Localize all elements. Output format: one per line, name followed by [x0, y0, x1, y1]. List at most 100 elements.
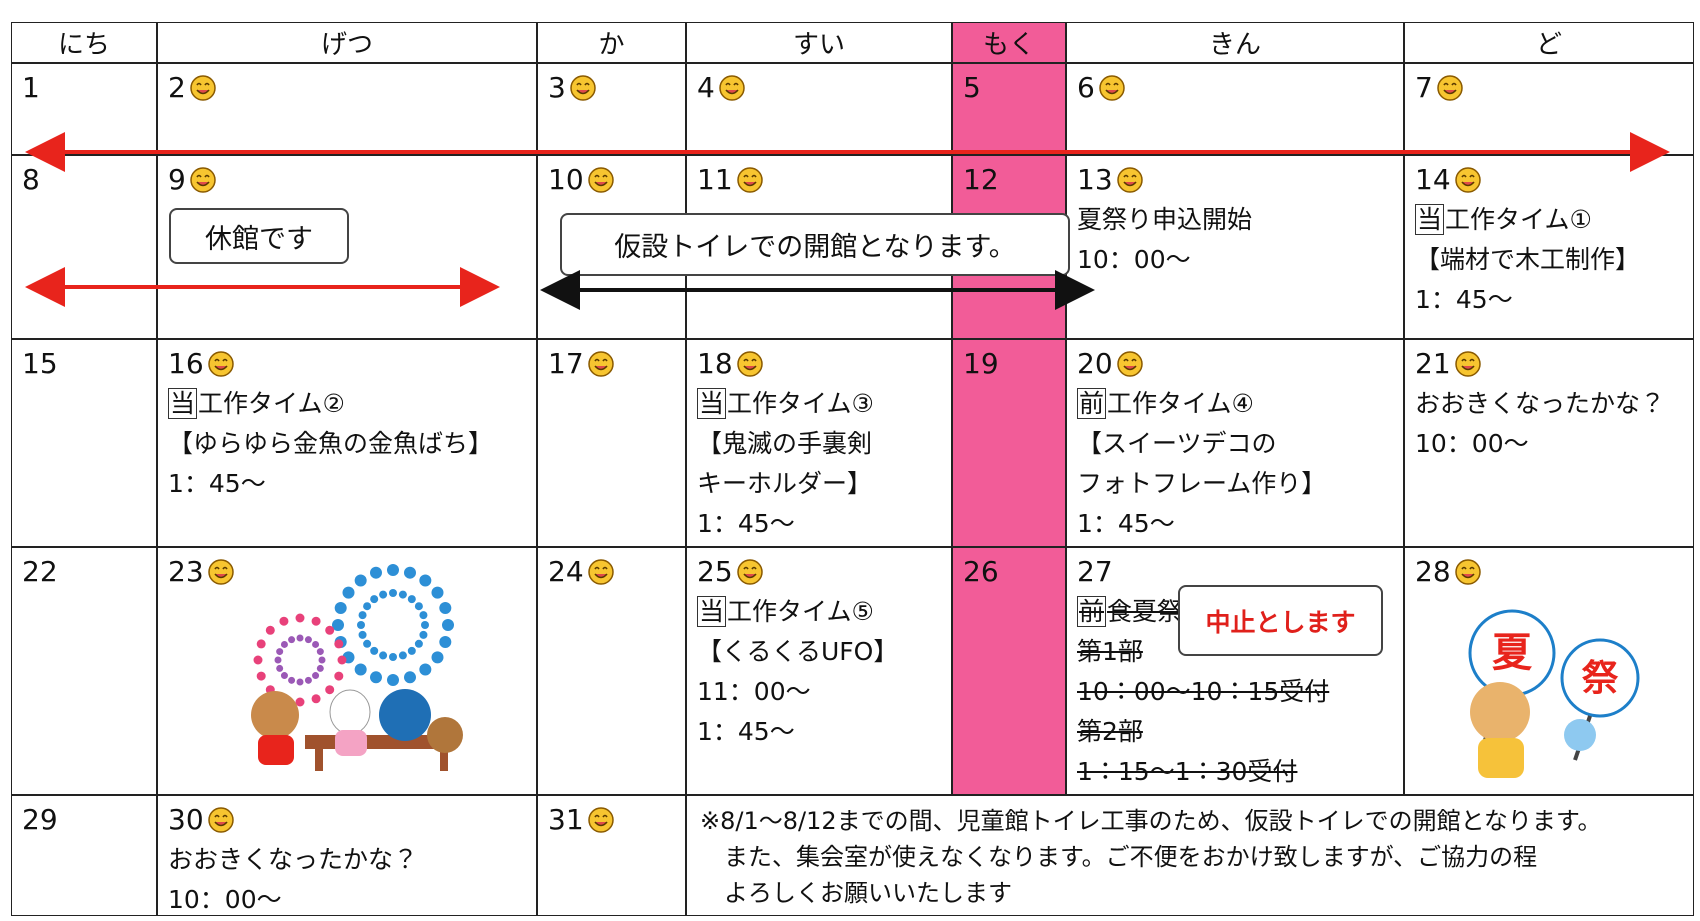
date: 27 [1077, 555, 1113, 588]
date: 22 [22, 555, 58, 588]
date: 7 [1415, 71, 1433, 104]
event-tag: 当 [697, 596, 727, 627]
smiley [1454, 167, 1481, 193]
date: 15 [22, 347, 58, 380]
event-line: 10：00～ [1077, 240, 1393, 280]
date: 17 [548, 347, 584, 380]
event-tag: 当 [168, 388, 198, 419]
date: 6 [1077, 71, 1095, 104]
cancel-box: 中止とします [1178, 585, 1383, 656]
date-row: 9 [168, 160, 526, 200]
day-cell: 13 夏祭り申込開始 10：00～ [1066, 155, 1404, 339]
day-cell: 16 当工作タイム② 【ゆらゆら金魚の金魚ばち】 1：45～ [157, 339, 537, 547]
date-row: 6 [1077, 68, 1393, 108]
event-text: 1：45～ [1415, 285, 1513, 314]
date: 9 [168, 163, 186, 196]
note-line: よろしくお願いいたします [724, 879, 1012, 907]
date-row: 5 [963, 68, 1055, 108]
date: 4 [697, 71, 715, 104]
day-cell: 15 [11, 339, 157, 547]
day-cell: 28 [1404, 547, 1694, 795]
date-row: 26 [963, 552, 1055, 592]
notice-cell [686, 795, 1694, 916]
smiley [1437, 75, 1463, 101]
date-row: 4 [697, 68, 941, 108]
event-text: 【スイーツデコの [1077, 429, 1277, 458]
event-text: 工作タイム① [1445, 205, 1592, 234]
date: 20 [1077, 347, 1113, 380]
date: 8 [22, 163, 40, 196]
note-line: ※8/1～8/12までの間、児童館トイレ工事のため、仮設トイレでの開館となります… [700, 807, 1602, 835]
smiley [719, 75, 745, 101]
smiley [1454, 351, 1481, 377]
date-row: 19 [963, 344, 1055, 384]
date-row: 7 [1415, 68, 1683, 108]
day-cell: 14 当工作タイム① 【端材で木工制作】 1：45～ [1404, 155, 1694, 339]
date: 13 [1077, 163, 1113, 196]
date-row: 20 [1077, 344, 1393, 384]
day-cell: 5 [952, 63, 1066, 155]
event-line: 【鬼滅の手裏剣 [697, 424, 941, 464]
event-line: 1：45～ [1415, 280, 1683, 320]
event-text: 食夏祭 [1107, 597, 1183, 626]
date-row: 23 [168, 552, 526, 592]
smiley [570, 75, 596, 101]
event-text: 工作タイム④ [1107, 389, 1254, 418]
date: 14 [1415, 163, 1451, 196]
day-cell: 26 [952, 547, 1066, 795]
event-text: 工作タイム③ [727, 389, 874, 418]
date: 18 [697, 347, 733, 380]
date: 5 [963, 71, 981, 104]
event-text: 1：45～ [697, 717, 795, 746]
smiley [736, 167, 763, 193]
event-text: 1：15～1：30受付 [1077, 757, 1298, 786]
event-line: 1：45～ [697, 712, 941, 752]
date-row: 15 [22, 344, 146, 384]
event-line: 11：00～ [697, 672, 941, 712]
event-line: 1：45～ [697, 504, 941, 544]
day-cell: 27 前食夏祭 第1部 10：00～10：15受付 第2部 1：15～1：30受付 [1066, 547, 1404, 795]
date-row: 24 [548, 552, 675, 592]
smiley [1099, 75, 1125, 101]
smiley [207, 559, 234, 585]
date-row: 27 [1077, 552, 1393, 592]
event-line: 【くるくるUFO】 [697, 632, 941, 672]
day-cell: 2 [157, 63, 537, 155]
day-cell: 25 当工作タイム⑤ 【くるくるUFO】 11：00～ 1：45～ [686, 547, 952, 795]
date: 26 [963, 555, 999, 588]
event-line: 夏祭り申込開始 [1077, 200, 1393, 240]
date: 2 [168, 71, 186, 104]
event-line: 第1部 [1077, 632, 1393, 672]
day-cell: 3 [537, 63, 686, 155]
date: 10 [548, 163, 584, 196]
day-header: ど [1404, 22, 1694, 63]
event-text: 第2部 [1077, 717, 1143, 746]
date: 29 [22, 803, 58, 836]
date-row: 8 [22, 160, 146, 200]
date: 12 [963, 163, 999, 196]
event-text: 11：00～ [697, 677, 811, 706]
event-line: 1：45～ [1077, 504, 1393, 544]
event-text: フォトフレーム作り】 [1077, 469, 1327, 498]
date: 25 [697, 555, 733, 588]
event-text: 【くるくるUFO】 [697, 637, 899, 666]
event-line: 前食夏祭 [1077, 592, 1393, 632]
event-text: 夏祭り申込開始 [1077, 205, 1253, 234]
notes: ※8/1～8/12までの間、児童館トイレ工事のため、仮設トイレでの開館となります… [686, 799, 1694, 916]
event-text: 10：00～ [1415, 429, 1529, 458]
event-line: 10：00～ [168, 880, 526, 915]
event-text: 工作タイム② [198, 389, 345, 418]
smiley [587, 351, 614, 377]
event-line: 第2部 [1077, 712, 1393, 752]
notice-box: 仮設トイレでの開館となります。 [560, 213, 1070, 276]
event-text: 工作タイム⑤ [727, 597, 874, 626]
day-header: にち [11, 22, 157, 63]
event-text: 【鬼滅の手裏剣 [697, 429, 873, 458]
day-cell: 30 おおきくなったかな？ 10：00～ [157, 795, 537, 916]
date: 1 [22, 71, 40, 104]
date-row: 29 [22, 800, 146, 840]
note-line: また、集会室が使えなくなります。ご不便をおかけ致しますが、ご協力の程 [724, 843, 1538, 871]
date: 28 [1415, 555, 1451, 588]
date: 30 [168, 803, 204, 836]
